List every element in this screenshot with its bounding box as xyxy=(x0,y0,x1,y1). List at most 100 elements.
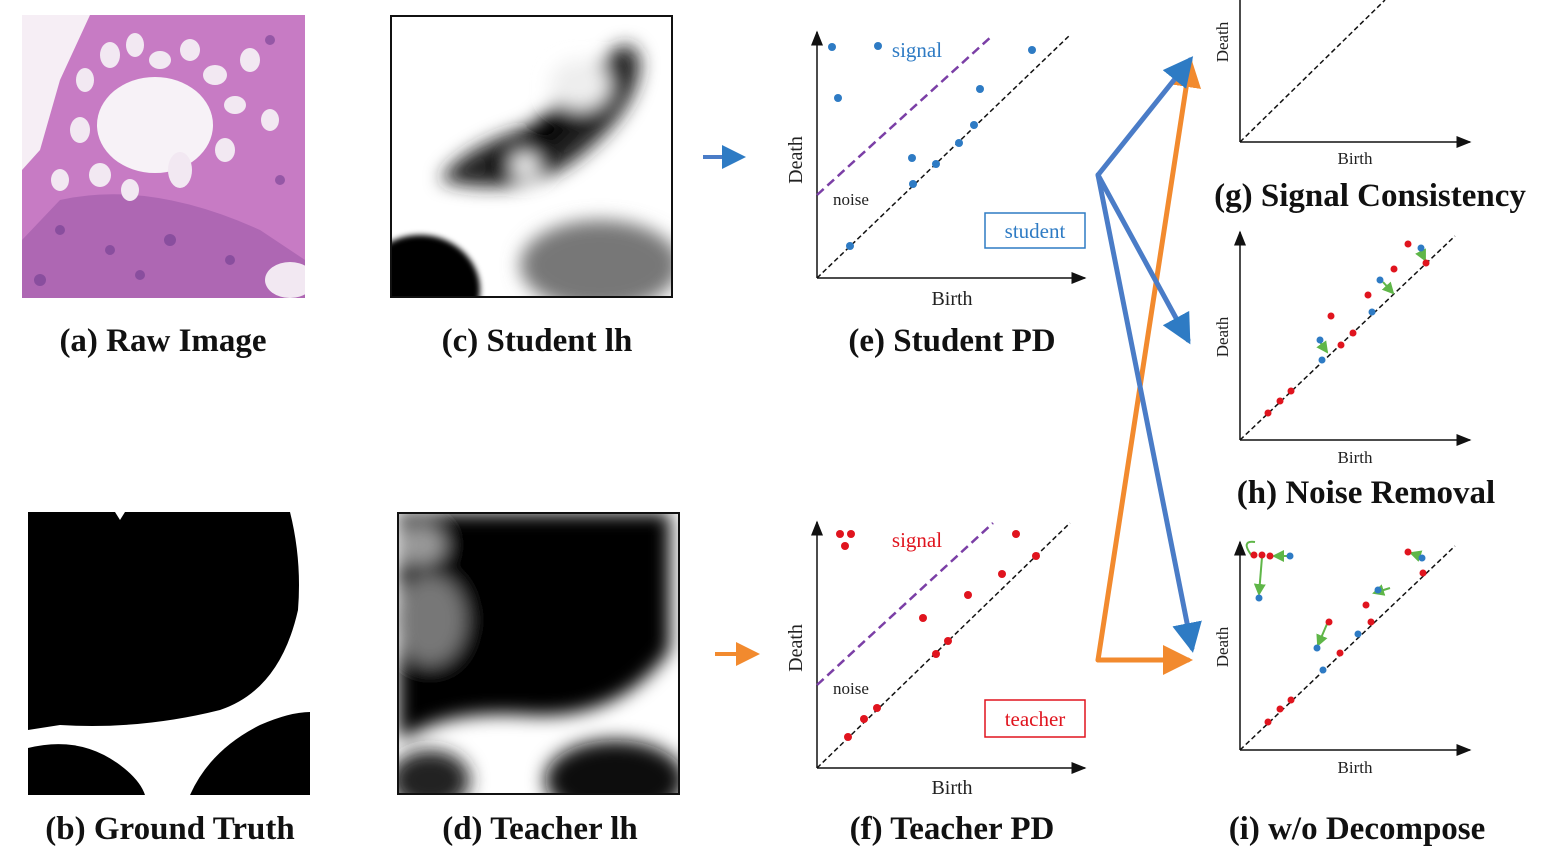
point xyxy=(1256,595,1263,602)
line xyxy=(1240,236,1455,440)
point xyxy=(1320,667,1327,674)
caption: (i) w/o Decompose xyxy=(1229,811,1486,847)
point xyxy=(944,637,952,645)
point xyxy=(998,570,1006,578)
point xyxy=(1377,277,1384,284)
point xyxy=(1423,260,1430,267)
point xyxy=(976,85,984,93)
y-label: Death xyxy=(785,136,807,184)
point xyxy=(955,139,963,147)
point xyxy=(1012,530,1020,538)
point xyxy=(1277,398,1284,405)
point xyxy=(1405,549,1412,556)
point xyxy=(55,225,65,235)
point xyxy=(1419,555,1426,562)
point xyxy=(873,704,881,712)
point xyxy=(1314,645,1321,652)
y-label: Death xyxy=(1213,21,1232,62)
line xyxy=(1240,546,1455,750)
point xyxy=(1338,342,1345,349)
point xyxy=(1267,553,1274,560)
x-label: Birth xyxy=(1338,448,1373,467)
shape xyxy=(511,153,539,177)
point xyxy=(1418,245,1425,252)
raw-image xyxy=(22,15,315,298)
point xyxy=(1287,553,1294,560)
point xyxy=(1265,410,1272,417)
shape xyxy=(180,39,200,61)
shape xyxy=(76,68,94,92)
signal-consistency-pd: Birth Death xyxy=(1213,0,1470,168)
shape xyxy=(224,96,246,114)
student-likelihood-image xyxy=(360,16,680,345)
point xyxy=(1317,337,1324,344)
point xyxy=(836,530,844,538)
caption: (c) Student lh xyxy=(442,323,633,359)
point xyxy=(265,35,275,45)
shape xyxy=(395,575,465,665)
ground-truth-image xyxy=(28,512,310,795)
noise-label: noise xyxy=(833,190,869,209)
line xyxy=(1411,553,1420,556)
point xyxy=(1259,552,1266,559)
caption: (b) Ground Truth xyxy=(45,811,294,847)
shape xyxy=(51,169,69,191)
point xyxy=(1405,241,1412,248)
point xyxy=(932,160,940,168)
line xyxy=(1320,342,1327,352)
point xyxy=(970,121,978,129)
point xyxy=(1363,602,1370,609)
shape xyxy=(149,51,171,69)
point xyxy=(1368,619,1375,626)
line xyxy=(1420,250,1425,260)
y-label: Death xyxy=(1213,626,1232,667)
shape xyxy=(550,60,610,110)
point xyxy=(275,175,285,185)
shape xyxy=(126,33,144,57)
point xyxy=(844,733,852,741)
point xyxy=(1319,357,1326,364)
caption: (f) Teacher PD xyxy=(850,811,1055,847)
point xyxy=(1365,292,1372,299)
teacher-pd: signal noise teacher Birth Death xyxy=(785,522,1085,799)
shape xyxy=(261,109,279,131)
shape xyxy=(390,750,470,810)
student-pd: signal noise student Birth Death xyxy=(785,32,1085,310)
shape xyxy=(89,163,111,187)
y-label: Death xyxy=(785,624,807,672)
point xyxy=(1337,650,1344,657)
shape xyxy=(121,179,139,201)
flow-arrows xyxy=(1098,60,1192,660)
caption: (a) Raw Image xyxy=(59,323,266,359)
noise-removal-pd: Birth Death xyxy=(1213,232,1470,467)
shape xyxy=(97,77,213,173)
shape xyxy=(240,48,260,72)
legend-tag: teacher xyxy=(1005,707,1066,731)
shape xyxy=(215,138,235,162)
line xyxy=(1098,175,1188,340)
point xyxy=(1369,309,1376,316)
point xyxy=(1375,587,1382,594)
point xyxy=(1350,330,1357,337)
shape xyxy=(70,117,90,143)
caption: (e) Student PD xyxy=(848,323,1055,359)
x-label: Birth xyxy=(931,777,972,799)
signal-label: signal xyxy=(892,38,942,62)
group xyxy=(1317,245,1425,364)
point xyxy=(1355,631,1362,638)
point xyxy=(1288,388,1295,395)
figure: signal noise student Birth Death signal … xyxy=(0,0,1548,848)
point xyxy=(964,591,972,599)
line xyxy=(1318,624,1327,645)
caption: (g) Signal Consistency xyxy=(1214,178,1526,214)
point xyxy=(135,270,145,280)
point xyxy=(1251,552,1258,559)
caption: (h) Noise Removal xyxy=(1237,475,1495,511)
shape xyxy=(545,740,685,820)
x-label: Birth xyxy=(1338,758,1373,777)
point xyxy=(1420,570,1427,577)
wo-decompose-pd: Birth Death xyxy=(1213,542,1470,777)
point xyxy=(1288,697,1295,704)
line xyxy=(1240,0,1385,142)
group xyxy=(1265,241,1430,417)
